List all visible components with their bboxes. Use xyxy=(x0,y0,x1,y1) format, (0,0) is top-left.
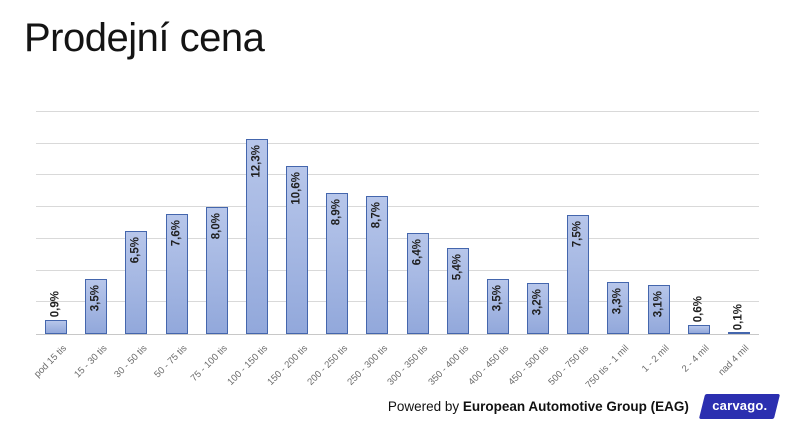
x-axis-label: 450 - 500 tis xyxy=(506,343,551,388)
bar-value-label: 8,0% xyxy=(210,213,223,240)
x-axis-label: 75 - 100 tis xyxy=(188,343,230,385)
bar: 5,4% xyxy=(446,248,469,334)
x-axis-label: 50 - 75 tis xyxy=(152,343,190,381)
category-slot: 7,6% 50 - 75 tis xyxy=(152,112,197,380)
category-slots: 0,9% pod 15 tis 3,5% 15 - 30 tis 6,5% 30 - 50… xyxy=(32,112,759,391)
carvago-logo-text: carvago. xyxy=(712,398,768,413)
x-axis-label: 150 - 200 tis xyxy=(265,343,310,388)
x-axis-label: nad 4 mil xyxy=(716,343,752,379)
gridline xyxy=(36,174,759,176)
category-slot: 3,5% 400 - 450 tis xyxy=(466,112,518,388)
bar-value-label: 0,1% xyxy=(732,303,745,330)
bar: 0,9% xyxy=(45,291,68,334)
bar: 3,5% xyxy=(486,278,509,334)
x-axis-label: 30 - 50 tis xyxy=(111,343,150,381)
bar: 6,5% xyxy=(125,230,148,334)
x-axis-label: 350 - 400 tis xyxy=(425,343,471,388)
bar-value-label: 12,3% xyxy=(250,145,263,178)
bar-value-label: 3,3% xyxy=(611,287,624,314)
powered-by-org: European Automotive Group (EAG) xyxy=(462,399,689,414)
category-slot: 6,5% 30 - 50 tis xyxy=(112,112,156,380)
bar-value-label: 3,1% xyxy=(651,290,664,318)
bar-value-label: 7,6% xyxy=(169,219,182,246)
bar-value-label: 6,4% xyxy=(410,238,423,265)
x-axis-label: pod 15 tis xyxy=(31,343,69,380)
x-axis-label: 2 - 4 mil xyxy=(679,343,712,375)
bar-value-label: 8,7% xyxy=(370,202,383,229)
bar: 7,6% xyxy=(165,213,188,334)
category-slot: 8,0% 75 - 100 tis xyxy=(189,112,237,384)
category-slot: 7,5% 500 - 750 tis xyxy=(546,112,598,388)
gridline xyxy=(36,301,759,303)
bar: 3,3% xyxy=(607,281,630,334)
category-slot: 6,4% 300 - 350 tis xyxy=(386,112,438,388)
x-axis-label: 15 - 30 tis xyxy=(71,343,110,381)
x-axis-label: 100 - 150 tis xyxy=(224,343,270,388)
bar-value-label: 0,9% xyxy=(49,291,62,318)
bar-value-label: 7,5% xyxy=(571,221,584,248)
bar: 12,3% xyxy=(245,139,268,334)
bar-value-label: 10,6% xyxy=(290,171,303,205)
bar: 0,6% xyxy=(687,296,710,334)
gridline xyxy=(36,111,759,112)
bar: 6,4% xyxy=(406,232,429,334)
category-slot: 3,1% 1 - 2 mil xyxy=(639,112,679,375)
x-axis-label: 200 - 250 tis xyxy=(305,343,351,388)
x-axis-label: 300 - 350 tis xyxy=(385,343,431,388)
page-title: Prodejní cena xyxy=(24,16,265,60)
category-slot: 0,6% 2 - 4 mil xyxy=(679,112,719,374)
category-slot: 10,6% 150 - 200 tis xyxy=(265,112,317,388)
category-slot: 8,9% 200 - 250 tis xyxy=(305,112,357,388)
category-slot: 3,5% 15 - 30 tis xyxy=(72,112,116,380)
footer: Powered by European Automotive Group (EA… xyxy=(388,394,781,419)
bar: 7,5% xyxy=(567,215,590,334)
category-slot: 5,4% 350 - 400 tis xyxy=(426,112,478,388)
bar: 8,0% xyxy=(205,207,228,334)
bar: 8,9% xyxy=(326,192,349,334)
bar: 3,2% xyxy=(527,283,550,334)
bar-value-label: 6,5% xyxy=(129,236,142,264)
x-axis-label: 250 - 300 tis xyxy=(345,343,391,388)
bar-value-label: 3,2% xyxy=(531,289,544,316)
gridline xyxy=(36,269,759,271)
bar-chart-plot-area: 0,9% pod 15 tis 3,5% 15 - 30 tis 6,5% 30 - 50… xyxy=(32,111,759,391)
category-slot: 3,2% 450 - 500 tis xyxy=(506,112,558,388)
category-slot: 3,3% 750 tis - 1 mil xyxy=(584,112,638,391)
bar: 0,1% xyxy=(728,304,750,334)
bar-value-label: 3,5% xyxy=(89,284,102,311)
category-slot: 8,7% 250 - 300 tis xyxy=(345,112,397,388)
bar-value-label: 3,5% xyxy=(491,284,504,311)
x-axis-label: 400 - 450 tis xyxy=(466,343,511,388)
powered-by-text: Powered by European Automotive Group (EA… xyxy=(388,399,689,414)
bar-value-label: 0,6% xyxy=(692,296,705,323)
bar-value-label: 5,4% xyxy=(451,254,464,281)
bar: 8,7% xyxy=(366,196,389,334)
gridline xyxy=(36,206,759,208)
bar: 3,1% xyxy=(647,284,670,334)
category-slot: 0,9% pod 15 tis xyxy=(32,112,76,379)
bar: 3,5% xyxy=(85,278,108,334)
powered-by-prefix: Powered by xyxy=(387,399,463,414)
carvago-logo: carvago. xyxy=(698,394,781,419)
gridline xyxy=(36,142,759,144)
category-slot: 12,3% 100 - 150 tis xyxy=(225,112,277,388)
bar-value-label: 8,9% xyxy=(330,198,343,226)
bar: 10,6% xyxy=(286,165,309,334)
category-slot: 0,1% nad 4 mil xyxy=(717,112,759,378)
x-axis-label: 1 - 2 mil xyxy=(639,343,672,375)
gridline xyxy=(36,237,759,239)
